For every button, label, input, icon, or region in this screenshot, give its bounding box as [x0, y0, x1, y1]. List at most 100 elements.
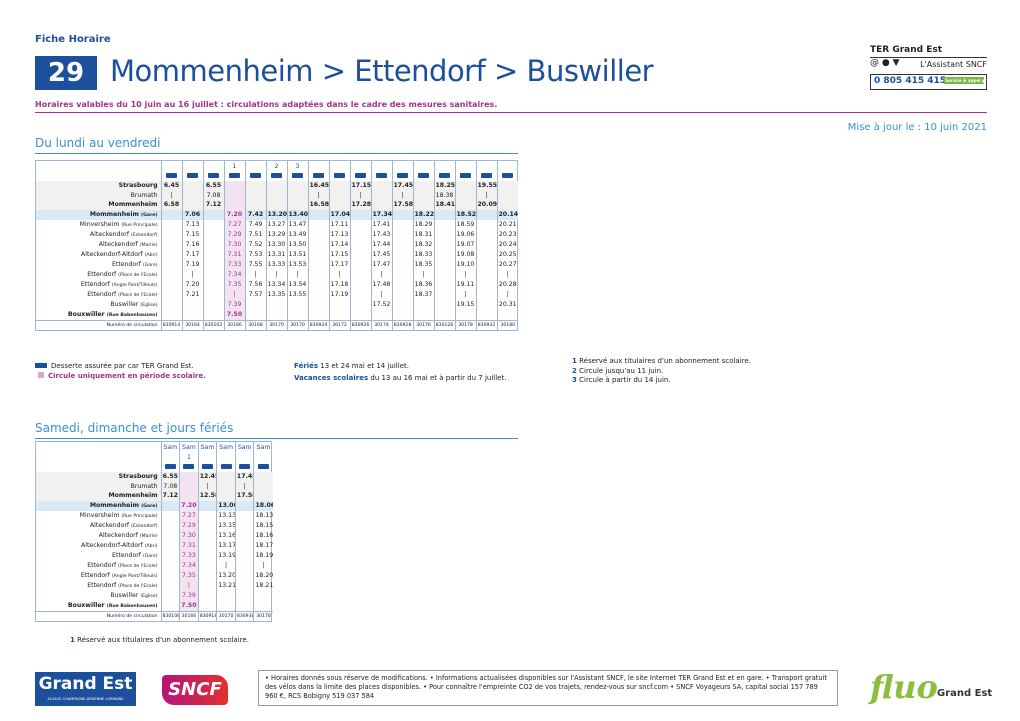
time-cell	[202, 289, 224, 300]
time-cell: 12.45	[197, 472, 217, 482]
time-cell: |	[349, 190, 371, 201]
cell	[433, 161, 455, 171]
cell: 830102	[202, 319, 224, 330]
cell	[454, 171, 476, 181]
stop-row: Alteckendorf (Mairie) 7.30 13.16 18.16	[36, 530, 273, 541]
stop-row: Ettendorf (Gare) 7.19 7.33 7.55 13.33 13.53 17…	[36, 259, 518, 270]
note: 1 Réservé aux titulaires d'un abonnement…	[572, 357, 751, 367]
time-cell: 18.17	[253, 540, 273, 551]
time-cell: 7.33	[223, 259, 245, 270]
stop: Ettendorf	[87, 290, 117, 298]
timetable-grid: 1 2 3 Strasbourg 6.45 6.55 16.45 17.15 17.45 18.2…	[36, 161, 518, 330]
time-cell: 20.28	[496, 279, 518, 290]
time-cell	[234, 580, 254, 591]
cell: 30174	[370, 319, 392, 330]
time-cell: 7.56	[244, 279, 266, 290]
time: 19.55	[477, 182, 498, 190]
time-cell	[475, 289, 497, 300]
time: |	[275, 271, 278, 279]
time-cell	[475, 279, 497, 290]
time-cell	[475, 209, 497, 220]
time-cell: 19.11	[454, 279, 476, 290]
time: 7.08	[206, 191, 221, 199]
time-cell	[253, 481, 273, 492]
circ-label: Numéro de circulation	[36, 319, 161, 330]
time-cell	[307, 289, 329, 300]
time: 7.20	[185, 281, 200, 289]
cell: Sam	[253, 442, 273, 452]
mode-icon	[229, 172, 240, 178]
stop-detail: (Place de l'Ecole)	[118, 563, 158, 569]
time-cell: 7.57	[244, 289, 266, 300]
time: 7.29	[182, 522, 196, 530]
time-cell	[307, 309, 329, 321]
cell	[433, 171, 455, 181]
time: 7.30	[227, 241, 242, 249]
time-cell: 19.06	[454, 229, 476, 240]
time: 12.58	[199, 492, 217, 500]
time-cell: 13.13	[216, 510, 236, 521]
time: 13.30	[267, 241, 286, 249]
time-cell	[234, 540, 254, 551]
time-cell: |	[160, 190, 182, 201]
time-cell	[307, 219, 329, 230]
note-number: 2	[572, 366, 577, 375]
time: 17.58	[236, 492, 254, 500]
stop: Mommenheim	[108, 492, 158, 500]
time-cell: 13.31	[265, 249, 287, 260]
time-cell	[234, 600, 254, 612]
time: 6.58	[163, 201, 180, 209]
stop-detail: (Eglise)	[140, 593, 158, 599]
mode-icon	[220, 463, 232, 469]
time-cell	[307, 269, 329, 280]
mode-icon	[271, 172, 282, 178]
time: 7.20	[181, 502, 197, 510]
time-cell	[223, 200, 245, 210]
assistant: L'Assistant SNCF	[920, 60, 987, 69]
time-cell: |	[253, 560, 273, 571]
circ-number: 30166	[181, 613, 197, 619]
time-cell	[216, 600, 236, 612]
time-cell	[160, 209, 182, 220]
time: 7.35	[182, 572, 196, 580]
time-cell: 7.34	[179, 560, 199, 571]
time-cell	[412, 299, 434, 310]
time-cell	[223, 181, 245, 191]
stop-name: Alteckendorf-Altdorf (Abri)	[36, 250, 161, 260]
time-cell	[244, 200, 266, 210]
time: 13.13	[218, 512, 236, 520]
time-cell	[454, 190, 476, 201]
time-cell: 13.16	[216, 530, 236, 541]
time-cell: 17.58	[234, 491, 254, 501]
time-cell: 7.17	[181, 249, 203, 260]
stop: Ettendorf	[112, 260, 141, 268]
cell: 830914	[160, 319, 182, 330]
time: 7.27	[182, 512, 196, 520]
rule	[870, 57, 987, 58]
legend-label: Fériés	[294, 362, 319, 370]
stop-detail: (Gare)	[142, 262, 158, 268]
circ-number: 830918	[199, 613, 217, 619]
time-cell	[160, 219, 182, 230]
time: 7.30	[182, 532, 196, 540]
time-cell	[328, 190, 350, 201]
mode-icon	[258, 463, 270, 469]
time-cell: 18.59	[454, 219, 476, 230]
stop-name: Alteckendorf (Eckendorf)	[36, 521, 161, 531]
time-cell	[391, 299, 413, 310]
stop-row: Alteckendorf-Altdorf (Abri) 7.17 7.31 7.53 1…	[36, 249, 518, 260]
time-cell: |	[181, 269, 203, 280]
time-cell	[349, 249, 371, 260]
time-cell	[475, 259, 497, 270]
time-cell: 17.18	[328, 279, 350, 290]
cell	[265, 171, 287, 181]
time-cell	[370, 181, 392, 191]
cell: 2	[265, 161, 287, 171]
time-cell: 18.22	[412, 209, 434, 220]
time: |	[506, 291, 509, 299]
time-cell	[197, 570, 217, 581]
time: 19.15	[456, 301, 475, 309]
time-cell	[475, 219, 497, 230]
time-cell: 7.08	[160, 481, 180, 492]
time-cell	[202, 259, 224, 270]
